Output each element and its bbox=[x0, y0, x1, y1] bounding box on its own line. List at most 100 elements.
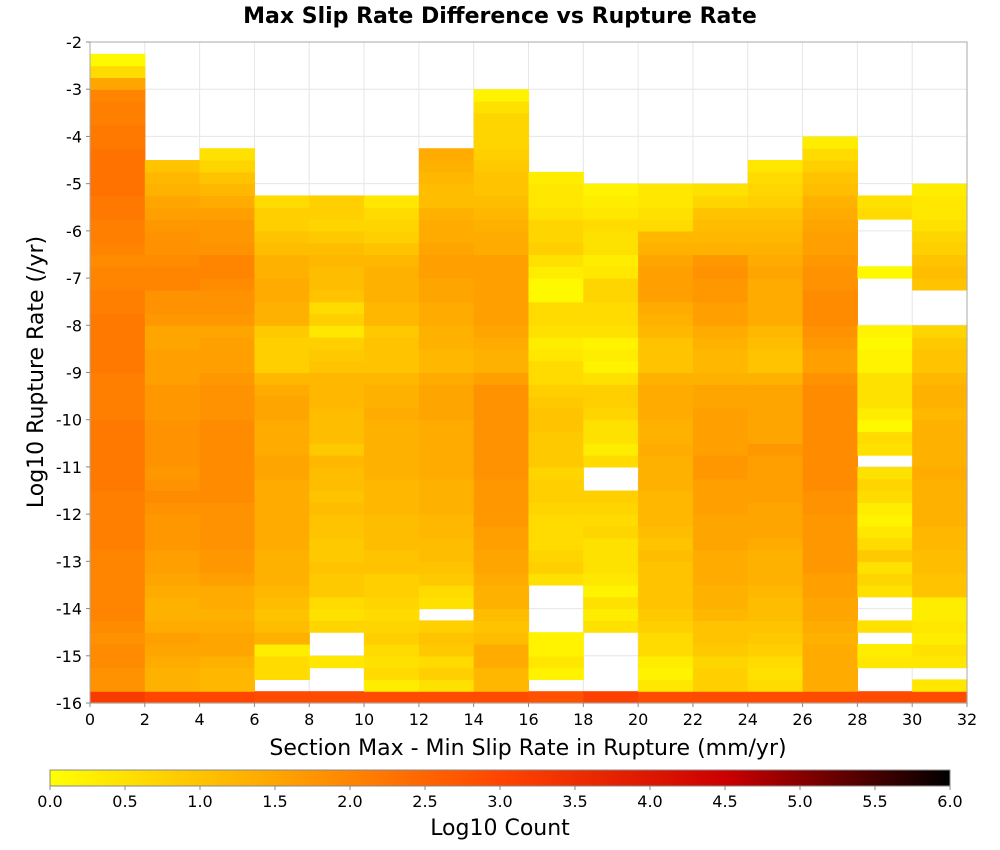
heatmap-cell bbox=[254, 537, 310, 551]
heatmap-cell bbox=[473, 431, 530, 444]
heatmap-cell bbox=[309, 313, 365, 326]
heatmap-cell bbox=[364, 219, 420, 232]
heatmap-cell bbox=[692, 219, 749, 232]
heatmap-cell bbox=[638, 337, 694, 350]
heatmap-cell bbox=[199, 632, 256, 645]
heatmap-cell bbox=[199, 337, 256, 350]
heatmap-cell bbox=[747, 596, 804, 610]
heatmap-cell bbox=[747, 455, 804, 468]
heatmap-cell bbox=[583, 301, 639, 315]
heatmap-cell bbox=[638, 478, 694, 492]
heatmap-cell bbox=[747, 266, 804, 279]
heatmap-cell bbox=[857, 360, 913, 374]
heatmap-cell bbox=[583, 348, 639, 362]
heatmap-cell bbox=[199, 561, 256, 574]
heatmap-cell bbox=[528, 490, 584, 503]
heatmap-cell bbox=[912, 561, 968, 574]
heatmap-cell bbox=[90, 360, 146, 374]
heatmap-cell bbox=[857, 407, 913, 421]
heatmap-cell bbox=[528, 396, 584, 409]
colorbar-tick-label: 2.0 bbox=[337, 792, 362, 811]
heatmap-cell bbox=[473, 466, 530, 480]
heatmap-cell bbox=[692, 632, 749, 645]
heatmap-cell bbox=[583, 207, 639, 220]
heatmap-cell bbox=[364, 242, 420, 256]
heatmap-cell bbox=[692, 278, 749, 291]
heatmap-cell bbox=[747, 667, 804, 680]
heatmap-cell bbox=[309, 525, 365, 539]
heatmap-cell bbox=[638, 278, 694, 291]
heatmap-cell bbox=[90, 183, 146, 197]
heatmap-cell bbox=[912, 396, 968, 409]
heatmap-cell bbox=[912, 549, 968, 562]
heatmap-cell bbox=[528, 431, 584, 444]
heatmap-cell bbox=[747, 372, 804, 385]
heatmap-cell bbox=[90, 254, 146, 267]
heatmap-cell bbox=[583, 278, 639, 291]
heatmap-cell bbox=[638, 254, 694, 267]
heatmap-cell bbox=[90, 584, 146, 598]
heatmap-cell bbox=[199, 419, 256, 433]
heatmap-cell bbox=[364, 266, 420, 279]
heatmap-cell bbox=[199, 384, 256, 397]
colorbar-tick-label: 5.5 bbox=[862, 792, 887, 811]
heatmap-cell bbox=[254, 396, 310, 409]
heatmap-cell bbox=[802, 325, 858, 338]
heatmap-cell bbox=[418, 207, 475, 220]
heatmap-cell bbox=[583, 443, 639, 456]
heatmap-cell bbox=[857, 549, 913, 562]
heatmap-cell bbox=[199, 207, 256, 220]
heatmap-cell bbox=[90, 278, 146, 291]
heatmap-cell bbox=[473, 219, 530, 232]
heatmap-cell bbox=[802, 195, 858, 208]
heatmap-cell bbox=[309, 549, 365, 562]
heatmap-cell bbox=[364, 466, 420, 480]
heatmap-cell bbox=[254, 266, 310, 279]
heatmap-cell bbox=[364, 419, 420, 433]
heatmap-cell bbox=[692, 655, 749, 669]
heatmap-cell bbox=[692, 325, 749, 338]
heatmap-cell bbox=[364, 490, 420, 503]
heatmap-cell bbox=[747, 632, 804, 645]
heatmap-cell bbox=[692, 313, 749, 326]
heatmap-cell bbox=[418, 183, 475, 197]
heatmap-cell bbox=[364, 537, 420, 551]
heatmap-cell bbox=[418, 643, 475, 657]
heatmap-cell bbox=[473, 490, 530, 503]
heatmap-cell bbox=[144, 195, 201, 208]
y-tick-label: -14 bbox=[56, 600, 82, 619]
heatmap-cell bbox=[309, 301, 365, 315]
heatmap-cell bbox=[528, 419, 584, 433]
heatmap-cell bbox=[802, 525, 858, 539]
heatmap-cell bbox=[747, 171, 804, 185]
heatmap-cell bbox=[583, 620, 639, 633]
colorbar-tick-label: 3.5 bbox=[562, 792, 587, 811]
heatmap-cell bbox=[418, 348, 475, 362]
heatmap-cell bbox=[364, 478, 420, 492]
heatmap-cell bbox=[912, 643, 968, 657]
heatmap-cell bbox=[912, 384, 968, 397]
heatmap-cell bbox=[473, 242, 530, 256]
heatmap-cell bbox=[473, 655, 530, 669]
heatmap-cell bbox=[692, 455, 749, 468]
heatmap-cell bbox=[418, 301, 475, 315]
heatmap-cell bbox=[309, 278, 365, 291]
heatmap-cell bbox=[857, 396, 913, 409]
heatmap-cell bbox=[528, 325, 584, 338]
heatmap-cell bbox=[309, 655, 365, 669]
heatmap-cell bbox=[418, 525, 475, 539]
heatmap-cell bbox=[90, 207, 146, 220]
heatmap-cell bbox=[528, 514, 584, 527]
heatmap-cell bbox=[638, 502, 694, 515]
heatmap-cell bbox=[528, 348, 584, 362]
heatmap-cell bbox=[912, 620, 968, 633]
heatmap-cell bbox=[90, 478, 146, 492]
heatmap-cell bbox=[473, 478, 530, 492]
heatmap-cell bbox=[364, 289, 420, 303]
heatmap-cell bbox=[473, 502, 530, 515]
heatmap-cell bbox=[90, 230, 146, 244]
heatmap-cell bbox=[144, 667, 201, 680]
heatmap-cell bbox=[473, 561, 530, 574]
heatmap-cell bbox=[802, 573, 858, 586]
heatmap-cell bbox=[473, 549, 530, 562]
